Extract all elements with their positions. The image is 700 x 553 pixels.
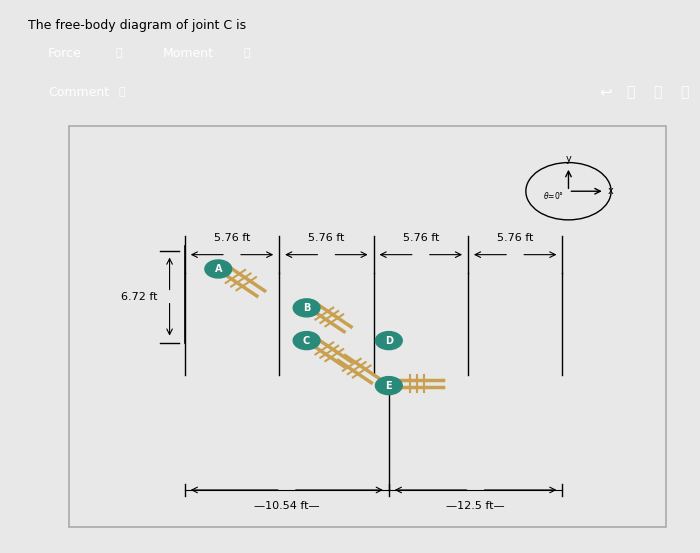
Circle shape	[375, 377, 402, 395]
Text: 5.76 ft: 5.76 ft	[214, 233, 250, 243]
Text: ↩: ↩	[599, 85, 612, 100]
Text: ⓓ: ⓓ	[680, 85, 688, 99]
Text: 5.76 ft: 5.76 ft	[497, 233, 533, 243]
Text: 5.76 ft: 5.76 ft	[308, 233, 344, 243]
Text: B: B	[303, 303, 310, 313]
Text: 5.76 ft: 5.76 ft	[402, 233, 439, 243]
Text: Moment: Moment	[162, 47, 214, 60]
Circle shape	[205, 260, 232, 278]
Text: Comment: Comment	[48, 86, 109, 98]
Text: The free-body diagram of joint C is: The free-body diagram of joint C is	[28, 19, 246, 33]
Text: —12.5 ft—: —12.5 ft—	[447, 502, 505, 512]
Text: 6.72 ft: 6.72 ft	[121, 291, 158, 301]
Text: Force: Force	[48, 47, 82, 60]
Circle shape	[293, 332, 320, 349]
Text: C: C	[303, 336, 310, 346]
Text: x: x	[608, 186, 613, 196]
Text: D: D	[385, 336, 393, 346]
Text: ⓘ: ⓘ	[653, 85, 662, 99]
Text: —10.54 ft—: —10.54 ft—	[254, 502, 320, 512]
Circle shape	[293, 299, 320, 317]
Text: $\theta$=0°: $\theta$=0°	[542, 190, 564, 201]
Text: E: E	[386, 380, 392, 390]
Circle shape	[375, 332, 402, 349]
Text: 🗑: 🗑	[626, 85, 634, 99]
Text: ⓘ: ⓘ	[243, 48, 250, 59]
Text: y: y	[566, 154, 571, 164]
Text: ⓘ: ⓘ	[119, 87, 125, 97]
Text: A: A	[214, 264, 222, 274]
Text: ⓘ: ⓘ	[116, 48, 122, 59]
